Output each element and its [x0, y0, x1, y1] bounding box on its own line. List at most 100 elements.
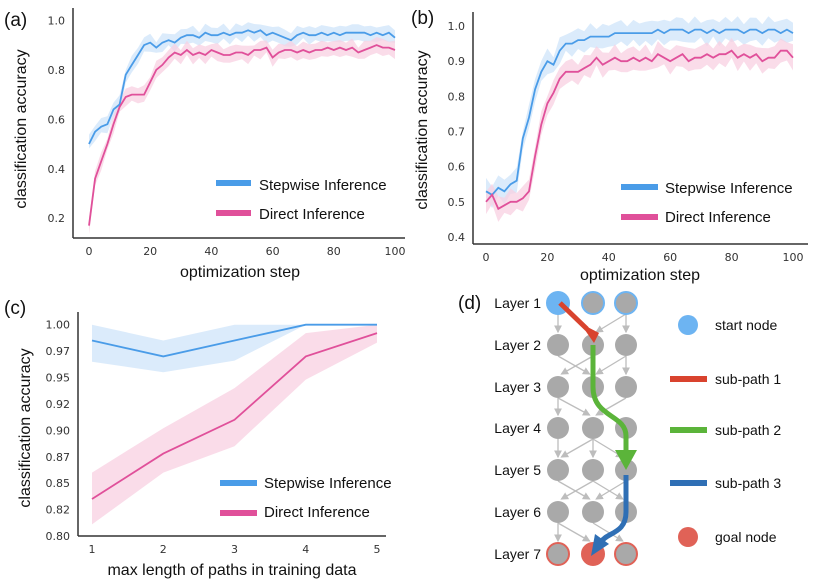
- y-tick-label: 0.4: [48, 163, 66, 176]
- graph-node: [614, 291, 638, 315]
- y-tick-label: 0.80: [46, 530, 71, 543]
- x-tick-label: 60: [266, 245, 280, 258]
- legend-marker-sub3: [670, 480, 707, 486]
- graph-node: [582, 459, 604, 481]
- series-line-direct: [91, 332, 378, 500]
- y-tick-label: 0.6: [48, 113, 66, 126]
- legend-label: sub-path 3: [715, 475, 781, 491]
- x-tick-label: 40: [204, 245, 218, 258]
- series-line-direct: [485, 49, 794, 211]
- ylabel-b: classification accuracy: [414, 50, 431, 209]
- sub-path-2: [590, 345, 629, 452]
- x-tick-label: 60: [663, 251, 677, 264]
- legend-label-stepwise: Stepwise Inference: [665, 180, 793, 197]
- x-tick-label: 5: [374, 543, 381, 556]
- graph-edge: [557, 522, 591, 542]
- layer-label: Layer 3: [494, 379, 541, 395]
- legend-swatch-direct: [621, 214, 658, 220]
- confidence-band-stepwise: [92, 324, 377, 373]
- ylabel-c: classification accuracy: [17, 348, 34, 507]
- legend-swatch-direct: [216, 210, 251, 216]
- legend-swatch-stepwise: [621, 184, 658, 190]
- x-tick-label: 100: [385, 245, 406, 258]
- legend-label: sub-path 2: [715, 422, 781, 438]
- graph-edge: [592, 480, 624, 500]
- y-tick-label: 0.4: [448, 231, 466, 244]
- graph-node: [614, 542, 638, 566]
- y-tick-label: 0.7: [448, 126, 466, 139]
- legend-swatch-stepwise: [216, 180, 251, 186]
- y-tick-label: 0.92: [46, 398, 71, 411]
- legend-label-direct: Direct Inference: [264, 504, 370, 521]
- legend-label: start node: [715, 317, 777, 333]
- y-tick-label: 0.87: [46, 451, 71, 464]
- legend-label-stepwise: Stepwise Inference: [264, 475, 392, 492]
- y-tick-label: 1.00: [46, 319, 71, 332]
- graph-edge: [557, 397, 591, 416]
- x-tick-label: 100: [783, 251, 804, 264]
- legend-label-direct: Direct Inference: [259, 206, 365, 223]
- legend-label: goal node: [715, 529, 777, 545]
- sub-path-3: [598, 475, 629, 544]
- ylabel-a: classification accuracy: [13, 49, 30, 208]
- graph-edge: [595, 355, 627, 375]
- xlabel-c: max length of paths in training data: [107, 562, 356, 579]
- layer-label: Layer 6: [494, 504, 541, 520]
- legend-marker-sub2: [670, 427, 707, 433]
- x-tick-label: 1: [89, 543, 96, 556]
- layer-label: Layer 2: [494, 337, 541, 353]
- panel-label-b: (b): [411, 8, 434, 29]
- y-tick-label: 0.85: [46, 477, 71, 490]
- graph-edge: [560, 480, 594, 500]
- graph-node: [547, 459, 569, 481]
- y-tick-label: 0.90: [46, 424, 71, 437]
- sub-path-1-arrowhead: [580, 323, 599, 343]
- xlabel-a: optimization step: [180, 264, 300, 281]
- confidence-band-stepwise: [89, 22, 395, 149]
- y-tick-label: 0.95: [46, 372, 71, 385]
- sub-path-3-arrowhead: [591, 534, 609, 556]
- x-tick-label: 3: [231, 543, 238, 556]
- confidence-band-direct: [89, 37, 395, 235]
- graph-edge: [595, 397, 627, 416]
- graph-edge: [557, 480, 591, 500]
- graph-node: [615, 334, 637, 356]
- layered-graph-diagram: Layer 1 Layer 2 Layer 3 Layer 4 Layer 5 Layer…: [494, 291, 781, 566]
- xlabel-b: optimization step: [580, 267, 700, 284]
- y-tick-label: 0.9: [448, 55, 466, 68]
- legend-marker-goal: [678, 527, 698, 547]
- graph-node: [581, 291, 605, 315]
- x-tick-label: 20: [143, 245, 157, 258]
- x-tick-label: 2: [160, 543, 167, 556]
- graph-node: [547, 501, 569, 523]
- x-tick-label: 40: [602, 251, 616, 264]
- graph-node: [546, 542, 570, 566]
- x-tick-label: 0: [86, 245, 93, 258]
- graph-edge: [595, 313, 627, 333]
- series-line-stepwise: [91, 323, 377, 358]
- chart-panel-b: 0 20 40 60 80 100 0.4 0.5 0.6 0.7 0.8 0.9 1.0: [448, 12, 808, 264]
- series-line-direct: [88, 44, 396, 226]
- x-tick-label: 0: [483, 251, 490, 264]
- legend-swatch-stepwise: [220, 480, 257, 486]
- legend-label-direct: Direct Inference: [665, 209, 771, 226]
- graph-edge: [560, 438, 594, 458]
- graph-node: [547, 417, 569, 439]
- panel-label-a: (a): [4, 10, 27, 31]
- layer-label: Layer 1: [494, 295, 541, 311]
- graph-node: [547, 334, 569, 356]
- legend-marker-sub1: [670, 376, 707, 382]
- chart-panel-c: 1 2 3 4 5 0.80 0.82 0.85 0.87 0.90 0.92 0.95 0.97 1.0…: [46, 312, 386, 556]
- y-tick-label: 0.82: [46, 504, 71, 517]
- graph-node: [547, 376, 569, 398]
- layer-label: Layer 7: [494, 546, 541, 562]
- graph-edge: [595, 480, 627, 500]
- series-line-stepwise: [88, 29, 396, 145]
- layer-label: Layer 4: [494, 420, 541, 436]
- confidence-band-direct: [92, 324, 377, 525]
- legend-marker-start: [678, 315, 698, 335]
- y-tick-label: 0.2: [48, 212, 66, 225]
- y-tick-label: 0.8: [48, 64, 66, 77]
